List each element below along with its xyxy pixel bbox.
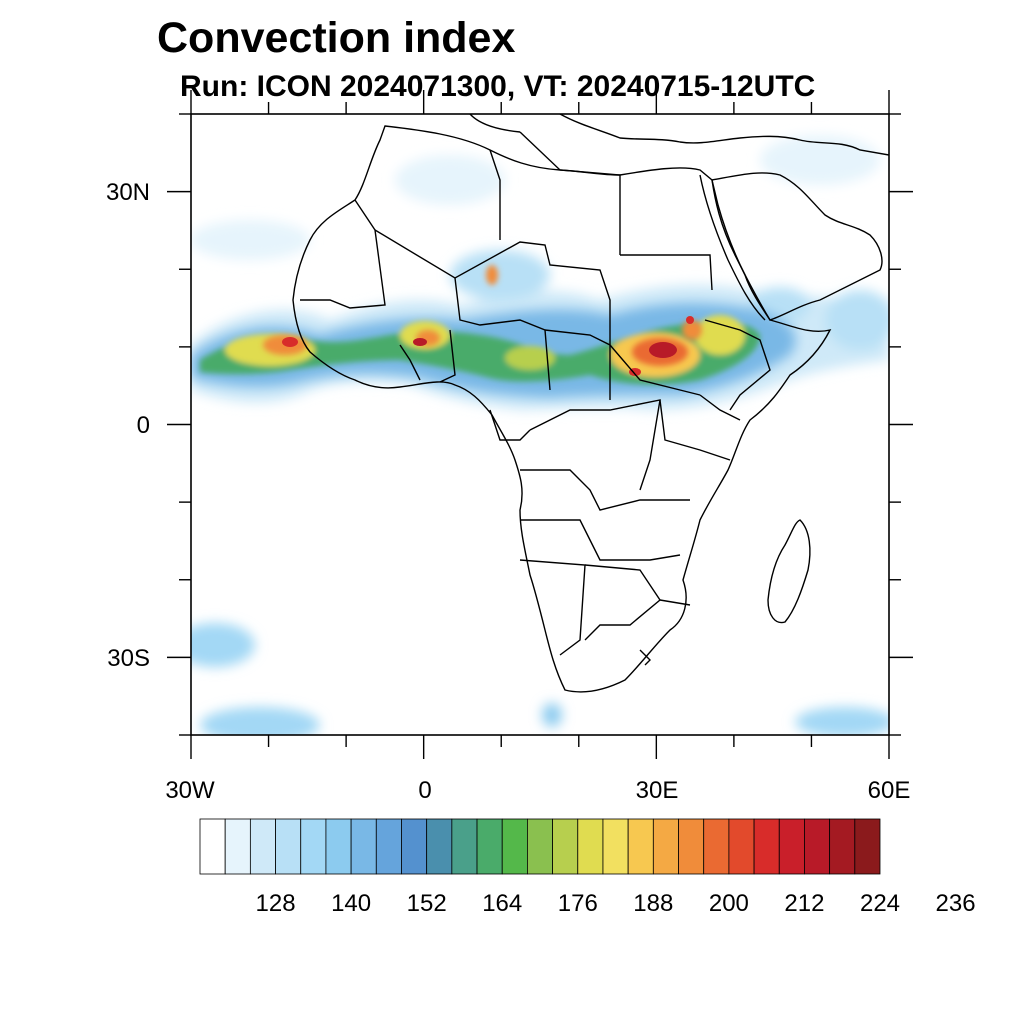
country-border: [520, 469, 690, 511]
country-border: [659, 394, 741, 461]
colorbar-box: [300, 818, 327, 875]
field-core-orange: [486, 265, 498, 285]
field-core-red: [649, 342, 677, 358]
colorbar-box: [199, 818, 226, 875]
colorbar-box: [627, 818, 654, 875]
madagascar-coastline: [767, 519, 811, 624]
field-core-orange: [682, 320, 702, 340]
lat-tick-label: 30S: [107, 645, 150, 672]
colorbar-tick-label: 188: [633, 890, 673, 917]
page-subtitle: Run: ICON 2024071300, VT: 20240715-12UTC: [180, 70, 816, 103]
colorbar-box: [275, 818, 302, 875]
field-core-yellow: [695, 315, 745, 355]
field-band-green: [200, 322, 760, 385]
field-patch: [542, 703, 562, 727]
colorbar-labels: 128 140 152 164 176 188 200 212 224 236: [256, 890, 976, 917]
colorbar-tick-label: 152: [407, 890, 447, 917]
lon-tick-label: 60E: [868, 777, 911, 804]
colorbar-box: [602, 818, 629, 875]
lat-tick-label: 30N: [106, 179, 150, 206]
colorbar-tick-label: 212: [784, 890, 824, 917]
colorbar-box: [501, 818, 528, 875]
field-patch: [191, 623, 255, 667]
country-border: [454, 277, 551, 391]
country-border: [584, 564, 661, 641]
colorbar-tick-label: 236: [936, 890, 976, 917]
colorbar-box: [325, 818, 352, 875]
europe-coastline: [469, 114, 889, 156]
arabia-coastline: [711, 172, 883, 321]
colorbar-tick-label: 176: [558, 890, 598, 917]
colorbar-box: [778, 818, 805, 875]
page-title: Convection index: [157, 14, 516, 62]
colorbar-box: [350, 818, 377, 875]
field-core-yellow: [505, 346, 555, 370]
colorbar-box: [552, 818, 579, 875]
colorbar-box: [703, 818, 730, 875]
field-core-red: [686, 316, 694, 324]
lon-tick-label: 30E: [636, 777, 679, 804]
field-patch: [200, 707, 320, 735]
country-border: [300, 199, 386, 309]
colorbar-tick-label: 164: [482, 890, 522, 917]
country-border: [529, 399, 661, 491]
country-border: [639, 599, 691, 666]
convection-field: [191, 135, 889, 735]
country-border: [620, 254, 713, 291]
colorbar-box: [804, 818, 831, 875]
colorbar-box: [426, 818, 453, 875]
lon-tick-label: 0: [418, 777, 431, 804]
field-core-red: [413, 338, 427, 346]
colorbar-tick-label: 200: [709, 890, 749, 917]
colorbar-box: [476, 818, 503, 875]
colorbar-box: [577, 818, 604, 875]
colorbar-tick-label: 128: [256, 890, 296, 917]
colorbar-box: [527, 818, 553, 875]
country-border: [489, 409, 531, 441]
field-patch: [760, 135, 880, 185]
lon-tick-label: 30W: [165, 777, 215, 804]
colorbar-box: [753, 818, 780, 875]
field-core-red: [282, 337, 298, 347]
red-sea-coast: [699, 174, 766, 321]
country-border: [489, 131, 621, 255]
boundaries: [292, 114, 889, 693]
lat-tick-label: 0: [137, 412, 150, 439]
colorbar-box: [829, 818, 856, 875]
colorbar-box: [451, 818, 478, 875]
country-border: [520, 519, 681, 561]
axis-ticks: [167, 90, 913, 759]
colorbar: [199, 818, 881, 875]
country-border: [399, 329, 456, 383]
colorbar-tick-label: 140: [331, 890, 371, 917]
country-border: [374, 229, 611, 400]
colorbar-box: [249, 818, 276, 875]
field-patch: [795, 707, 889, 735]
field-patch: [191, 220, 310, 260]
field-patch: [825, 290, 889, 350]
colorbar-box: [224, 818, 251, 875]
colorbar-box: [854, 818, 881, 875]
field-patch: [450, 250, 550, 300]
colorbar-tick-label: 224: [860, 890, 900, 917]
colorbar-box: [652, 818, 679, 875]
field-patch: [395, 155, 505, 205]
country-border: [519, 559, 586, 656]
country-border: [544, 329, 701, 396]
country-border: [704, 319, 771, 411]
colorbar-box: [728, 818, 755, 875]
colorbar-box: [678, 818, 705, 875]
colorbar-box: [375, 818, 402, 875]
colorbar-box: [401, 818, 428, 875]
